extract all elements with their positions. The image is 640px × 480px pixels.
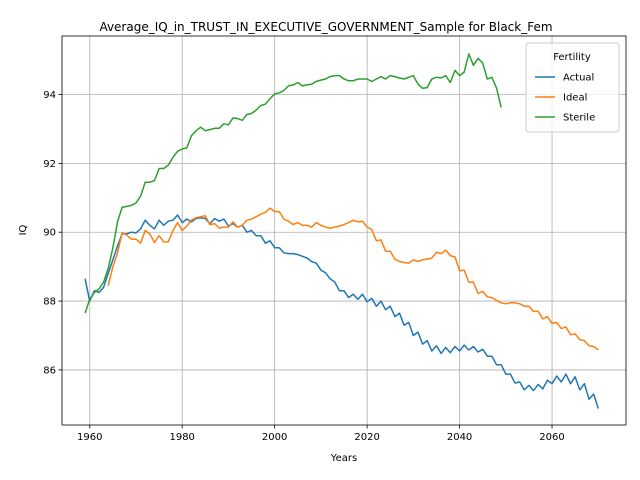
y-axis-label: IQ (18, 224, 29, 235)
series-line-ideal (107, 207, 599, 351)
legend-box (525, 42, 620, 133)
x-tick-label: 2020 (354, 432, 379, 443)
x-tick-label: 1960 (77, 432, 102, 443)
legend-label-sterile: Sterile (563, 113, 595, 124)
y-tick-label: 94 (43, 90, 56, 101)
x-tick-label: 2040 (447, 432, 472, 443)
legend-title: Fertility (553, 52, 591, 63)
y-tick-label: 92 (43, 159, 56, 170)
legend-label-actual: Actual (563, 73, 594, 84)
chart-title: Average_IQ_in_TRUST_IN_EXECUTIVE_GOVERNM… (99, 20, 552, 34)
x-tick-label: 2000 (262, 432, 287, 443)
plot-frame (61, 35, 627, 426)
x-tick-label: 2060 (539, 432, 564, 443)
legend-entries: Actual Ideal Sterile (535, 73, 595, 124)
legend: Fertility Actual Ideal Sterile (525, 42, 620, 133)
y-tick-label: 90 (43, 228, 56, 239)
y-axis-ticks: 86 88 90 92 94 (43, 90, 62, 376)
series-line-actual (84, 214, 600, 409)
y-tick-label: 86 (43, 365, 56, 376)
x-axis-ticks: 1960 1980 2000 2020 2040 2060 (77, 425, 565, 443)
y-tick-label: 88 (43, 297, 56, 308)
x-axis-label: Years (330, 453, 357, 464)
series-layer (84, 53, 600, 409)
legend-label-ideal: Ideal (563, 93, 587, 104)
x-tick-label: 1980 (169, 432, 194, 443)
series-line-sterile (84, 53, 502, 314)
